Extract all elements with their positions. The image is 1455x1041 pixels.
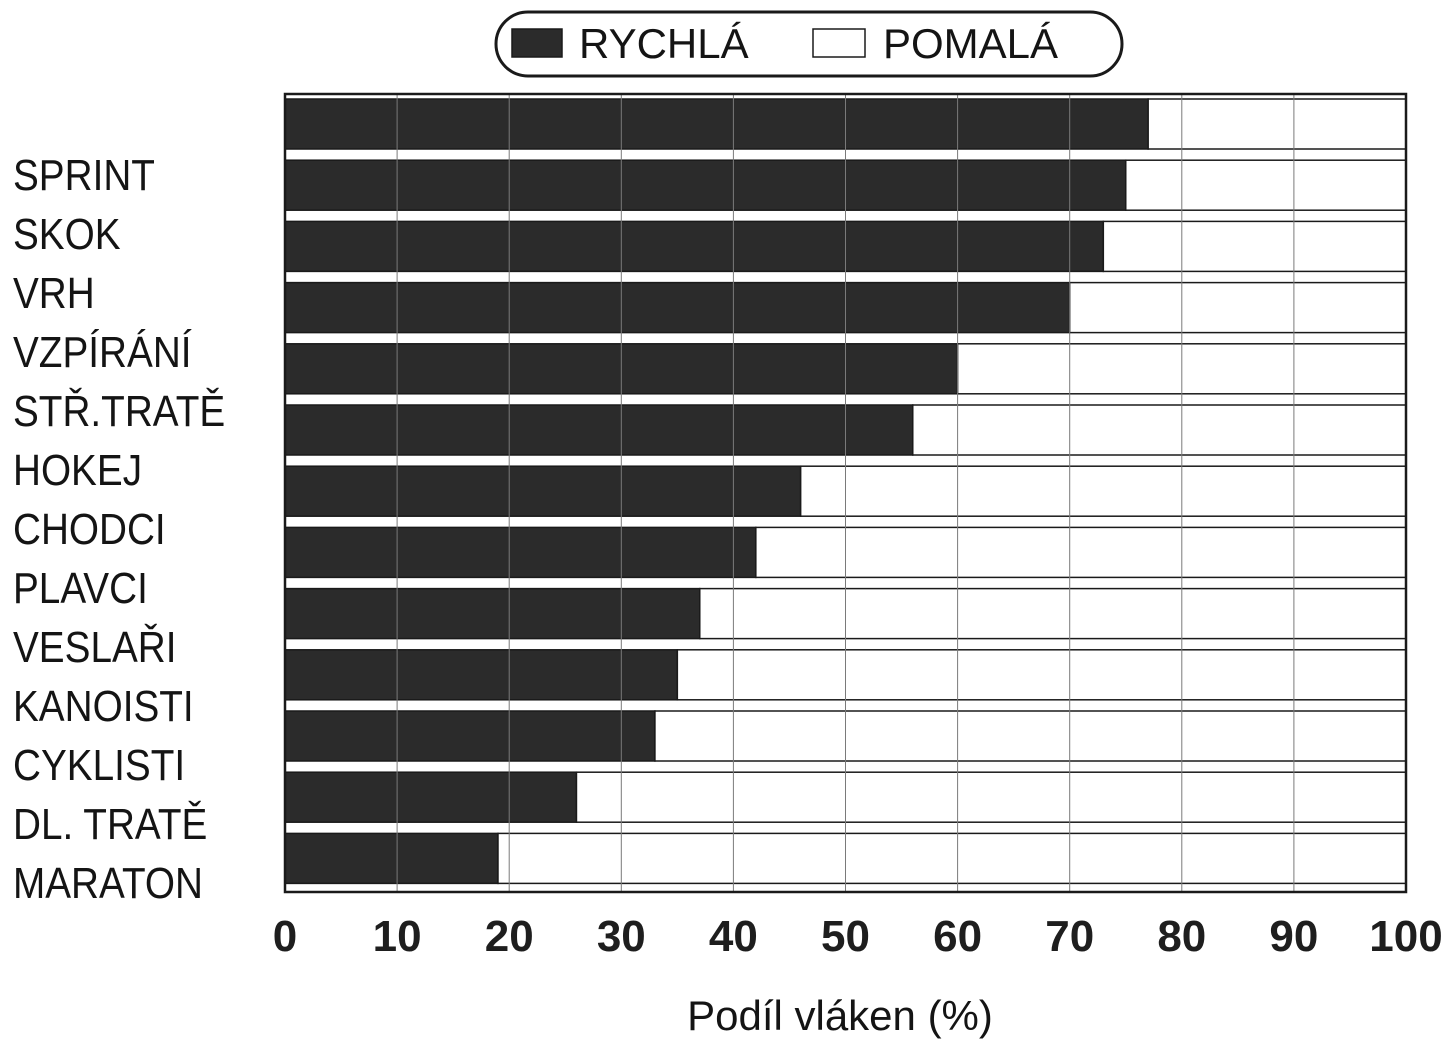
x-tick-label-2: 20 — [485, 912, 534, 961]
category-label-7: PLAVCI — [13, 563, 148, 613]
x-tick-label-5: 50 — [821, 912, 870, 961]
bar-fast-3 — [284, 281, 1071, 334]
bar-slow-12 — [497, 832, 1407, 885]
category-label-1: SKOK — [13, 209, 121, 259]
x-axis-tick-labels: 0 10 20 30 40 50 60 70 80 90 100 — [273, 912, 1443, 961]
bar-fast-2 — [284, 220, 1105, 273]
bar-fast-6 — [284, 465, 802, 517]
bar-slow-5 — [912, 404, 1407, 456]
category-label-8: VESLAŘI — [13, 622, 177, 672]
legend-label-slow: POMALÁ — [883, 20, 1058, 67]
x-tick-label-7: 70 — [1045, 912, 1094, 961]
bar-fast-9 — [284, 649, 679, 701]
category-label-9: KANOISTI — [13, 681, 194, 731]
x-tick-label-9: 90 — [1269, 912, 1318, 961]
plot-area — [283, 92, 1408, 894]
bar-fast-12 — [284, 832, 499, 885]
bar-fast-0 — [284, 98, 1149, 150]
x-axis-title: Podíl vláken (%) — [687, 992, 993, 1039]
bar-fast-5 — [284, 404, 914, 456]
x-tick-label-0: 0 — [273, 912, 297, 961]
bar-fast-10 — [284, 710, 656, 762]
category-label-5: HOKEJ — [13, 445, 142, 495]
x-tick-label-8: 80 — [1157, 912, 1206, 961]
bar-slow-11 — [575, 771, 1407, 823]
category-label-2: VRH — [13, 268, 95, 318]
bar-slow-6 — [799, 465, 1407, 517]
category-label-0: SPRINT — [13, 150, 155, 200]
legend-box — [494, 10, 1124, 78]
category-label-3: VZPÍRÁNÍ — [13, 327, 192, 377]
legend: RYCHLÁ POMALÁ — [494, 10, 1124, 78]
bar-slow-1 — [1125, 159, 1407, 211]
legend-swatch-slow — [812, 28, 866, 58]
bar-fast-11 — [284, 771, 578, 823]
bar-fast-1 — [284, 159, 1127, 211]
category-label-4: STŘ.TRATĚ — [13, 386, 225, 436]
bar-fast-7 — [284, 526, 757, 579]
legend-label-fast: RYCHLÁ — [579, 20, 749, 67]
bar-slow-9 — [676, 649, 1407, 701]
category-label-6: CHODCI — [13, 504, 166, 554]
category-label-11: DL. TRATĚ — [13, 799, 207, 849]
plot-frame — [283, 92, 1408, 894]
x-tick-label-6: 60 — [933, 912, 982, 961]
category-label-10: CYKLISTI — [13, 740, 185, 790]
bar-slow-8 — [699, 587, 1407, 640]
x-tick-label-4: 40 — [709, 912, 758, 961]
x-tick-label-10: 100 — [1369, 912, 1442, 961]
category-labels: SPRINT SKOK VRH VZPÍRÁNÍ STŘ.TRATĚ HOKEJ CHODC… — [13, 150, 225, 908]
bar-slow-0 — [1147, 98, 1407, 150]
x-tick-label-1: 10 — [373, 912, 422, 961]
category-label-12: MARATON — [13, 858, 203, 908]
bar-slow-2 — [1102, 220, 1407, 273]
legend-swatch-fast — [511, 28, 563, 58]
bar-slow-10 — [654, 710, 1407, 762]
bar-fast-8 — [284, 587, 701, 640]
x-tick-label-3: 30 — [597, 912, 646, 961]
bar-slow-3 — [1068, 281, 1407, 334]
bar-slow-7 — [755, 526, 1407, 579]
